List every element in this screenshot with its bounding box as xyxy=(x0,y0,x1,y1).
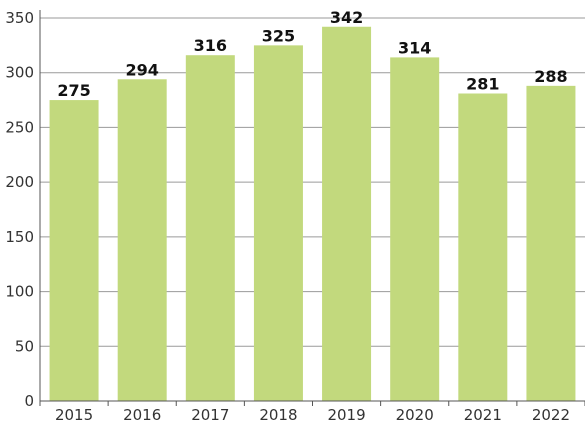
x-tick-label: 2018 xyxy=(259,406,297,424)
data-label: 325 xyxy=(262,26,295,45)
data-label: 316 xyxy=(194,36,227,55)
y-tick-label: 150 xyxy=(5,228,34,246)
bar-2018 xyxy=(253,45,303,401)
bar-2019 xyxy=(322,26,372,402)
data-label: 281 xyxy=(466,75,499,94)
x-tick-label: 2016 xyxy=(123,406,161,424)
data-label: 342 xyxy=(330,8,363,27)
y-tick-label: 0 xyxy=(24,392,34,410)
bar-2020 xyxy=(390,57,440,401)
x-tick-label: 2022 xyxy=(532,406,570,424)
y-tick-label: 50 xyxy=(15,337,34,355)
data-label: 288 xyxy=(534,67,567,86)
bars xyxy=(49,26,576,402)
x-tick-labels: 2015 2016 2017 2018 2019 2020 2021 2022 xyxy=(55,406,570,424)
bar-2015 xyxy=(49,100,99,402)
bar-2017 xyxy=(185,55,235,401)
y-tick-label: 250 xyxy=(5,118,34,136)
data-label: 314 xyxy=(398,38,431,57)
x-tick-label: 2017 xyxy=(191,406,229,424)
bar-2016 xyxy=(117,79,167,401)
axes xyxy=(39,10,585,406)
y-tick-label: 200 xyxy=(5,173,34,191)
y-tick-label: 350 xyxy=(5,9,34,27)
data-labels: 275 294 316 325 342 314 281 288 xyxy=(57,8,567,100)
y-tick-labels: 0 50 100 150 200 250 300 350 xyxy=(5,9,34,410)
data-label: 294 xyxy=(125,60,158,79)
x-tick-label: 2020 xyxy=(396,406,434,424)
y-tick-label: 100 xyxy=(5,283,34,301)
x-tick-label: 2021 xyxy=(464,406,502,424)
x-tick-label: 2019 xyxy=(327,406,365,424)
x-tick-label: 2015 xyxy=(55,406,93,424)
y-tick-label: 300 xyxy=(5,64,34,82)
data-label: 275 xyxy=(57,81,90,100)
bar-2021 xyxy=(458,93,508,402)
bar-2022 xyxy=(526,85,576,402)
